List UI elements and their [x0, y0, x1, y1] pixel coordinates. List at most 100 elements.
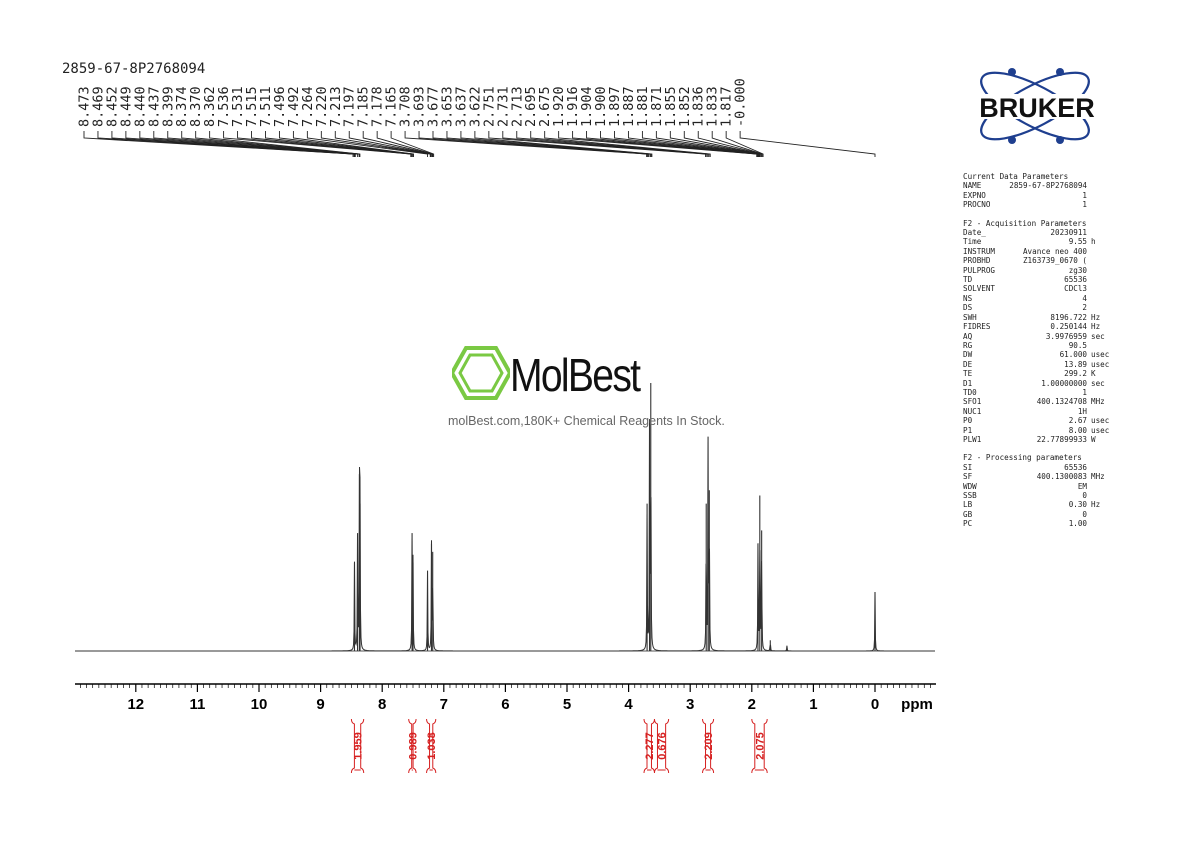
- parameter-row: SOLVENT CDCl3: [963, 284, 1121, 293]
- peak-connector: [292, 131, 414, 157]
- parameter-key: EXPNO: [963, 190, 986, 200]
- peak-connector: [460, 131, 652, 157]
- peak-label: 8.452: [104, 86, 120, 127]
- parameter-row: TE 299.2 K: [963, 369, 1121, 378]
- parameter-value: EM: [1077, 481, 1087, 491]
- peak-connector: [530, 131, 710, 157]
- peak-label: 1.871: [649, 86, 665, 127]
- peak-label-group: 8.4738.4698.4528.4498.4408.4378.3998.374…: [77, 78, 876, 157]
- parameter-value-group: 2.67 usec: [1069, 416, 1121, 425]
- parameter-value-group: 0.30 Hz: [1069, 500, 1121, 509]
- bruker-logo-icon: BRUKER: [958, 68, 1116, 144]
- parameter-unit: [1087, 266, 1121, 275]
- peak-connector: [376, 131, 434, 157]
- parameter-value: 0: [1082, 509, 1087, 519]
- parameter-value: 2: [1082, 303, 1087, 313]
- integral-bracket-left: [751, 718, 756, 774]
- parameter-row: PLW1 22.77899933 W: [963, 435, 1121, 444]
- parameter-unit: [1087, 519, 1121, 528]
- parameter-value: 8.00: [1068, 425, 1087, 435]
- acquisition-parameters-panel: Current Data Parameters NAME 2859-67-8P276…: [963, 172, 1121, 529]
- peak-label: 7.213: [328, 86, 344, 127]
- parameter-unit: [1087, 407, 1121, 416]
- parameter-unit: MHz: [1091, 397, 1105, 407]
- section-title: Current Data Parameters: [963, 172, 1069, 181]
- parameter-row: P1 8.00 usec: [963, 426, 1121, 435]
- x-tick-label: 0: [871, 696, 879, 713]
- integral-value: 2.209: [703, 732, 715, 760]
- parameter-value-group: 400.1300083 MHz: [1037, 472, 1121, 481]
- x-tick-label: 12: [127, 696, 144, 713]
- integral-region: 1.038: [426, 718, 438, 774]
- peak-connector: [572, 131, 758, 157]
- integral-bracket-right: [650, 718, 655, 774]
- parameter-key: SSB: [963, 491, 977, 500]
- parameter-value-group: Avance neo 400: [1023, 247, 1121, 256]
- parameter-value: CDCl3: [1064, 284, 1087, 294]
- parameter-key: Time: [963, 237, 982, 247]
- section-gap: [963, 444, 1121, 453]
- peak-label: 1.900: [593, 86, 609, 127]
- parameter-value: 1: [1082, 190, 1087, 200]
- peak-connector: [516, 131, 709, 157]
- peak-connector: [153, 131, 356, 157]
- peak-connector: [265, 131, 413, 157]
- parameter-row: DW 61.000 usec: [963, 350, 1121, 359]
- integral-region: 0.989: [407, 718, 419, 774]
- parameter-key: RG: [963, 340, 973, 350]
- parameter-value: zg30: [1068, 265, 1087, 275]
- bruker-logo-text: BRUKER: [979, 93, 1095, 123]
- peak-label: 2.713: [509, 86, 525, 127]
- parameter-unit: [1087, 247, 1121, 256]
- peak-connector: [641, 131, 760, 157]
- parameter-key: WDW: [963, 481, 977, 491]
- peak-label: 8.440: [132, 86, 148, 127]
- peak-label: 1.852: [677, 86, 693, 127]
- peak-connector: [167, 131, 359, 157]
- parameter-value: 1.00: [1068, 519, 1087, 529]
- parameter-row: NUC1 1H: [963, 407, 1121, 416]
- parameter-value-group: 1: [1082, 388, 1121, 397]
- integral-bracket-right: [360, 718, 365, 774]
- parameter-key: P1: [963, 425, 973, 435]
- peak-label: 8.469: [90, 86, 106, 127]
- parameter-value: 3.9976959: [1045, 331, 1087, 341]
- peak-label: 7.492: [286, 86, 302, 127]
- peak-connector: [348, 131, 433, 157]
- integral-value: 2.075: [755, 732, 767, 760]
- parameter-unit: [1087, 256, 1121, 265]
- integral-value: 0.676: [657, 732, 669, 760]
- x-tick-label: 4: [624, 696, 633, 713]
- integral-bracket-left: [702, 718, 707, 774]
- parameter-value: 0.250144: [1050, 322, 1087, 332]
- peak-connector: [614, 131, 759, 157]
- parameter-value: 1H: [1077, 406, 1087, 416]
- peak-label: 7.496: [272, 86, 288, 127]
- peak-label: 2.695: [523, 86, 539, 127]
- parameter-value-group: 1: [1082, 200, 1121, 209]
- peak-connector: [655, 131, 761, 157]
- parameter-unit: [1087, 388, 1121, 397]
- parameter-value: 0.30: [1068, 500, 1087, 510]
- peak-connector: [544, 131, 711, 157]
- orbit-node: [1056, 136, 1064, 144]
- parameter-key: DS: [963, 303, 973, 313]
- spectrum-trace: [75, 419, 935, 652]
- parameter-key: P0: [963, 416, 973, 426]
- parameter-key: SOLVENT: [963, 284, 996, 294]
- parameter-key: SF: [963, 472, 973, 482]
- sample-name: 2859-67-8P2768094: [62, 61, 205, 77]
- orbit-node: [1008, 68, 1016, 76]
- parameter-value-group: 2: [1082, 303, 1121, 312]
- integral-value: 2.277: [644, 732, 656, 760]
- parameter-value-group: 0: [1082, 510, 1121, 519]
- parameter-unit: K: [1091, 369, 1096, 379]
- parameter-row: SWH 8196.722 Hz: [963, 313, 1121, 322]
- parameter-value-group: 0: [1082, 491, 1121, 500]
- parameter-unit: [1087, 491, 1121, 500]
- parameter-value-group: 1H: [1078, 407, 1121, 416]
- peak-label: 8.374: [174, 86, 190, 127]
- parameter-unit: [1087, 200, 1121, 209]
- x-tick-label: 3: [686, 696, 694, 713]
- parameter-value-group: 20230911: [1050, 228, 1121, 237]
